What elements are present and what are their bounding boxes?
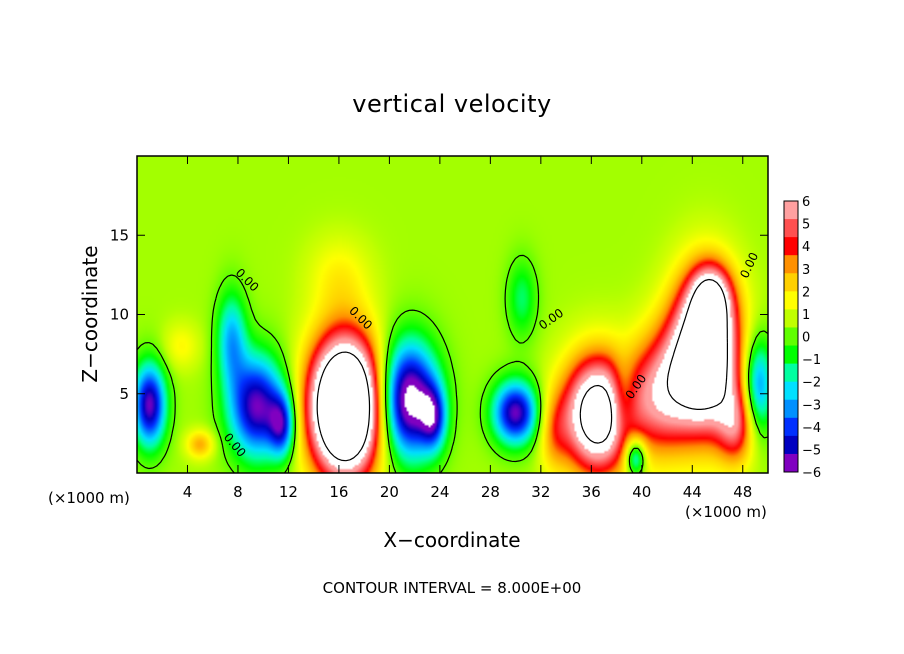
colorbar-label: 0 xyxy=(802,331,810,346)
colorbar-label: −3 xyxy=(802,398,821,413)
colorbar-label: 3 xyxy=(802,263,810,278)
x-tick-label: 24 xyxy=(430,483,449,501)
colorbar-swatch xyxy=(784,327,798,347)
colorbar-swatch xyxy=(784,453,798,473)
colorbar-swatch xyxy=(784,273,798,292)
x-tick-label: 16 xyxy=(329,483,348,501)
x-tick-label: 40 xyxy=(632,483,651,501)
y-tick-label: 15 xyxy=(110,226,129,244)
colorbar-label: −6 xyxy=(802,466,821,481)
y-tick-label: 10 xyxy=(110,306,129,324)
colorbar-label: 1 xyxy=(802,308,810,323)
colorbar-label: −5 xyxy=(802,443,821,458)
x-axis-ticks: 4 8 12 16 20 24 28 32 36 40 44 48 xyxy=(183,156,752,501)
x-tick-label: 4 xyxy=(183,483,193,501)
x-unit-label-right: (×1000 m) xyxy=(685,503,767,521)
colorbar-swatch xyxy=(784,435,798,455)
x-tick-label: 12 xyxy=(279,483,298,501)
plot-area: 0.000.000.000.000.000.00 xyxy=(136,155,769,474)
colorbar-swatch xyxy=(784,201,798,220)
colorbar-swatch xyxy=(784,363,798,383)
chart-title: vertical velocity xyxy=(352,90,551,118)
colorbar-swatch xyxy=(784,345,798,365)
velocity-field xyxy=(137,156,768,473)
contour-interval-note: CONTOUR INTERVAL = 8.000E+00 xyxy=(323,579,582,597)
colorbar-swatch xyxy=(784,417,798,437)
x-tick-label: 8 xyxy=(233,483,243,501)
colorbar-label: 4 xyxy=(802,240,810,255)
x-tick-label: 36 xyxy=(582,483,601,501)
x-axis-label: X−coordinate xyxy=(383,528,520,552)
y-tick-label: 5 xyxy=(119,385,129,403)
contour-lines xyxy=(136,254,769,474)
colorbar-swatch xyxy=(784,237,798,256)
colorbar-swatch xyxy=(784,291,798,310)
contour-zero xyxy=(136,254,769,474)
colorbar: 6 5 4 3 2 1 0 −1 −2 −3 −4 −5 −6 xyxy=(783,195,821,481)
colorbar-swatch xyxy=(784,255,798,274)
contour-positive xyxy=(316,278,728,462)
x-tick-label: 44 xyxy=(683,483,702,501)
colorbar-label: 5 xyxy=(802,218,810,233)
y-axis-ticks: 5 10 15 xyxy=(110,226,768,403)
colorbar-label: 6 xyxy=(802,195,810,210)
x-tick-label: 32 xyxy=(531,483,550,501)
x-unit-label-left: (×1000 m) xyxy=(48,489,130,507)
y-axis-label: Z−coordinate xyxy=(78,245,102,382)
colorbar-swatch xyxy=(784,219,798,238)
x-tick-label: 20 xyxy=(380,483,399,501)
x-tick-label: 28 xyxy=(481,483,500,501)
colorbar-swatch xyxy=(784,309,798,328)
colorbar-label: −1 xyxy=(802,353,821,368)
colorbar-frame xyxy=(783,200,799,473)
colorbar-label: 2 xyxy=(802,285,810,300)
colorbar-swatch xyxy=(784,381,798,401)
x-tick-label: 48 xyxy=(733,483,752,501)
colorbar-label: −4 xyxy=(802,421,821,436)
colorbar-label: −2 xyxy=(802,376,821,391)
colorbar-swatch xyxy=(784,399,798,419)
